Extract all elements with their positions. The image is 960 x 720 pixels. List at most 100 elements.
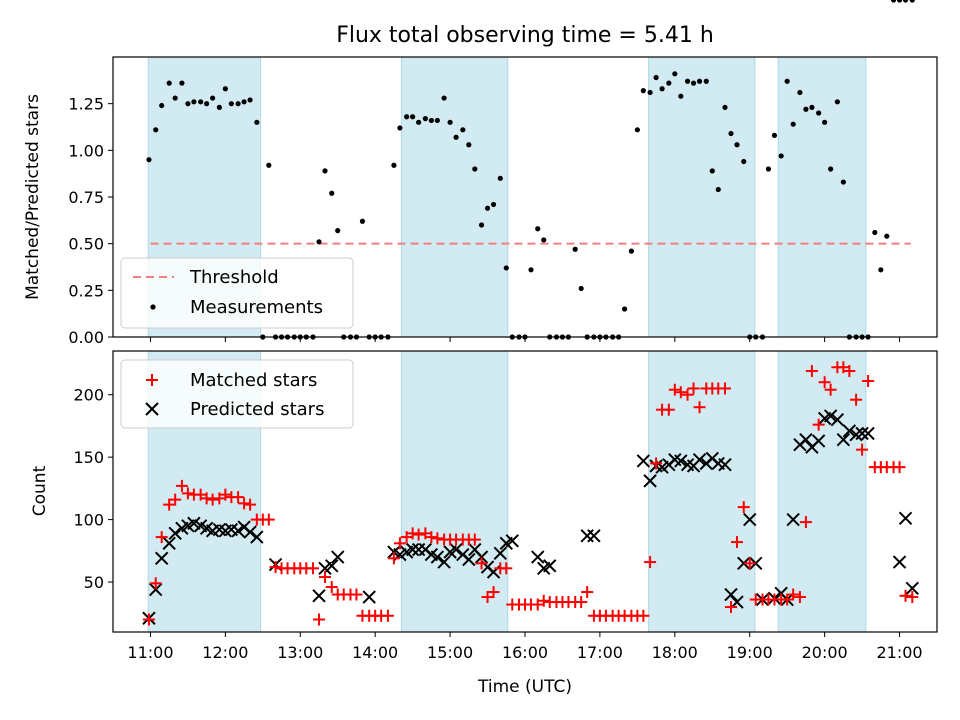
- observing-window-band: [400, 56, 509, 338]
- y-tick-label: 0.50: [68, 235, 104, 254]
- matched-star-point: [906, 591, 919, 604]
- measurement-point: [872, 229, 878, 236]
- ratio-panel: 0.00 0.25 0.50 0.75 1.00 1.25 Matched/Predict…: [23, 0, 938, 347]
- predicted-star-point: [430, 550, 445, 564]
- matched-star-point: [325, 581, 338, 594]
- measurement-point: [335, 228, 341, 234]
- threshold-legend-label: Threshold: [189, 267, 279, 288]
- measurement-point: [185, 101, 191, 107]
- measurement-point: [572, 246, 578, 252]
- measurement-point: [254, 119, 260, 125]
- matched-star-point: [232, 491, 245, 504]
- matched-star-point: [206, 493, 219, 506]
- matched-star-point: [850, 393, 863, 406]
- measurement-point: [153, 127, 159, 133]
- predicted-star-point: [405, 542, 420, 557]
- measurement-point: [466, 142, 472, 148]
- measurement-point: [722, 104, 728, 110]
- measurement-point: [428, 117, 434, 124]
- y-tick-label: 0.75: [68, 188, 104, 207]
- matched-star-point: [693, 401, 706, 414]
- counts-panel: 11:00 12:00 13:00 14:00 15:00 16:00 17:00 18:00…: [30, 350, 938, 662]
- measurement-point: [809, 104, 815, 110]
- measurement-point: [216, 104, 222, 110]
- measurement-point: [535, 226, 541, 232]
- matched-star-point: [350, 588, 363, 601]
- predicted-star-point: [580, 529, 594, 543]
- measurement-point: [803, 106, 809, 112]
- measurement-point: [634, 127, 640, 133]
- measurement-point: [622, 306, 628, 312]
- predicted-star-point: [505, 534, 519, 548]
- chart-title: Flux total observing time = 5.41 h: [336, 23, 714, 48]
- predicted-star-point: [842, 424, 857, 438]
- measurement-point: [578, 285, 584, 292]
- measurement-point: [410, 114, 416, 120]
- measurement-point: [228, 101, 234, 107]
- matched-star-point: [581, 586, 594, 599]
- matched-star-point: [269, 561, 282, 574]
- measurement-point: [247, 97, 253, 103]
- matched-star-point: [812, 418, 825, 431]
- measurement-point: [728, 130, 734, 137]
- measurement-point: [647, 89, 653, 96]
- predicted-star-point: [811, 434, 826, 448]
- matched-star-point: [650, 457, 663, 470]
- x-tick-label: 13:00: [277, 643, 323, 662]
- matched-star-point: [793, 591, 806, 604]
- measurement-point: [198, 99, 204, 105]
- ratio-y-axis-label: Matched/Predicted stars: [23, 94, 43, 300]
- matched-star-point: [662, 403, 675, 416]
- predicted-star-point: [531, 550, 545, 564]
- measurement-point: [678, 93, 684, 99]
- matched-star-point: [743, 557, 756, 570]
- measurement-point: [266, 162, 272, 168]
- predicted-star-point: [905, 581, 919, 595]
- matched-star-point: [856, 443, 869, 456]
- measurement-point: [890, 0, 897, 3]
- matched-star-point: [719, 382, 732, 395]
- ratio-legend: Threshold Measurements: [120, 257, 354, 329]
- measurement-point: [422, 116, 428, 122]
- measurement-point: [797, 89, 803, 96]
- observing-window-band: [777, 350, 867, 633]
- matched-legend-swatch: [146, 374, 158, 386]
- matched-star-point: [787, 588, 800, 601]
- x-tick-label: 11:00: [127, 643, 173, 662]
- predicted-star-point: [331, 550, 345, 564]
- measurement-point: [684, 78, 691, 84]
- matched-star-point: [200, 492, 213, 505]
- predicted-star-point: [437, 555, 451, 569]
- x-tick-label: 20:00: [802, 643, 848, 662]
- matched-star-point: [487, 586, 500, 599]
- matched-star-point: [412, 528, 425, 541]
- measurement-point: [528, 267, 534, 273]
- matched-star-point: [318, 571, 331, 584]
- matched-star-point: [181, 487, 194, 500]
- predicted-star-point: [743, 512, 757, 527]
- y-tick-label: 0.00: [68, 328, 104, 347]
- matched-star-point: [262, 513, 275, 526]
- measurement-point: [434, 117, 440, 124]
- matched-star-point: [637, 609, 650, 622]
- measurement-point: [709, 168, 715, 174]
- x-tick-label: 17:00: [577, 643, 623, 662]
- measurement-point: [790, 121, 796, 127]
- y-tick-label: 50: [84, 573, 104, 592]
- measurement-point: [541, 237, 547, 243]
- matched-star-point: [687, 382, 700, 395]
- measurement-point: [441, 95, 447, 101]
- predicted-star-point: [861, 426, 875, 441]
- measurement-point: [316, 239, 322, 245]
- measurement-point: [878, 267, 884, 273]
- measurement-point: [628, 248, 634, 254]
- matched-star-point: [431, 532, 444, 545]
- predicted-star-point: [643, 474, 657, 488]
- predicted-star-point: [799, 432, 813, 447]
- measurement-point: [659, 86, 665, 92]
- matched-star-point: [238, 497, 251, 510]
- matched-star-point: [175, 479, 188, 492]
- predicted-star-point: [312, 589, 326, 603]
- observing-window-band: [400, 350, 509, 633]
- measurement-point: [784, 78, 790, 84]
